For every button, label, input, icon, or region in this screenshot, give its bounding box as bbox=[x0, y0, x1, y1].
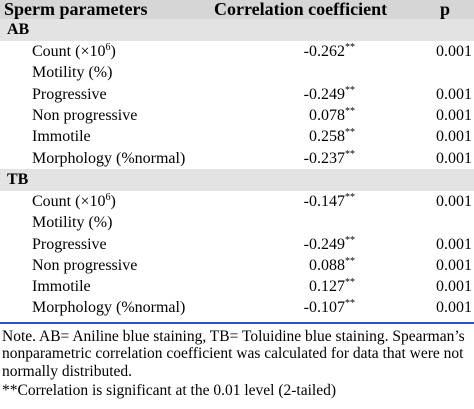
p-value bbox=[359, 212, 474, 233]
parameter-name: Non progressive bbox=[32, 107, 138, 125]
significance-marker: ** bbox=[345, 255, 355, 267]
table-row: Count (×106) -0.262** 0.001 bbox=[0, 41, 474, 62]
header-correlation-coefficient: Correlation coefficient bbox=[214, 0, 388, 19]
parameter-name: Motility (%) bbox=[32, 214, 113, 232]
correlation-table: Sperm parameters Correlation coefficient… bbox=[0, 0, 474, 319]
correlation-value: -0.249** bbox=[214, 233, 359, 254]
coefficient-number: -0.147 bbox=[303, 192, 345, 210]
p-value: 0.001 bbox=[436, 149, 472, 167]
correlation-value: -0.147** bbox=[214, 191, 359, 212]
coefficient-number: -0.262 bbox=[303, 43, 345, 61]
table-header-row: Sperm parameters Correlation coefficient… bbox=[0, 0, 474, 19]
significance-marker: ** bbox=[345, 298, 355, 310]
header-sperm-parameters: Sperm parameters bbox=[0, 0, 214, 19]
coefficient-number: -0.107 bbox=[303, 299, 345, 317]
parameter-name: Non progressive bbox=[32, 256, 138, 274]
p-value bbox=[359, 62, 474, 83]
group-row: TB bbox=[0, 168, 474, 191]
correlation-value: 0.088** bbox=[214, 255, 359, 276]
correlation-value bbox=[214, 62, 359, 83]
significance-marker: ** bbox=[345, 106, 355, 118]
parameter-name: Count (×106) bbox=[32, 191, 116, 210]
p-value: 0.001 bbox=[436, 128, 472, 146]
significance-marker: ** bbox=[345, 127, 355, 139]
correlation-value: 0.078** bbox=[214, 105, 359, 126]
table-row: Morphology (%normal) -0.107** 0.001 bbox=[0, 297, 474, 318]
significance-marker: ** bbox=[345, 234, 355, 246]
p-value: 0.001 bbox=[436, 107, 472, 125]
correlation-value: 0.258** bbox=[214, 126, 359, 147]
table-row: Non progressive 0.088** 0.001 bbox=[0, 255, 474, 276]
table-row: Motility (%) bbox=[0, 212, 474, 233]
parameter-name: Immotile bbox=[32, 128, 91, 146]
parameter-name: Immotile bbox=[32, 278, 91, 296]
correlation-value: -0.107** bbox=[214, 297, 359, 318]
p-value: 0.001 bbox=[436, 235, 472, 253]
table-row: Progressive -0.249** 0.001 bbox=[0, 84, 474, 105]
table-row: Morphology (%normal) -0.237** 0.001 bbox=[0, 147, 474, 168]
significance-marker: ** bbox=[345, 84, 355, 96]
group-row: AB bbox=[0, 19, 474, 41]
p-value: 0.001 bbox=[436, 256, 472, 274]
group-label: TB bbox=[0, 168, 474, 191]
table-row: Count (×106) -0.147** 0.001 bbox=[0, 191, 474, 212]
coefficient-number: 0.127 bbox=[309, 278, 345, 296]
significance-marker: ** bbox=[345, 191, 355, 203]
p-value: 0.001 bbox=[436, 299, 472, 317]
table-bottom-rule bbox=[0, 321, 474, 324]
coefficient-number: 0.088 bbox=[309, 256, 345, 274]
p-value: 0.001 bbox=[436, 85, 472, 103]
table-row: Motility (%) bbox=[0, 62, 474, 83]
group-label: AB bbox=[0, 19, 474, 41]
table-row: Immotile 0.258** 0.001 bbox=[0, 126, 474, 147]
parameter-name: Morphology (%normal) bbox=[32, 149, 186, 167]
correlation-value: -0.249** bbox=[214, 84, 359, 105]
significance-marker: ** bbox=[345, 42, 355, 54]
parameter-name: Count (×106) bbox=[32, 42, 116, 61]
p-value: 0.001 bbox=[436, 278, 472, 296]
p-value: 0.001 bbox=[436, 192, 472, 210]
coefficient-number: -0.249 bbox=[303, 235, 345, 253]
parameter-name: Motility (%) bbox=[32, 64, 113, 82]
parameter-name: Morphology (%normal) bbox=[32, 299, 186, 317]
coefficient-number: 0.258 bbox=[309, 128, 345, 146]
header-p: p bbox=[359, 0, 474, 19]
p-value: 0.001 bbox=[436, 43, 472, 61]
correlation-value bbox=[214, 212, 359, 233]
parameter-name: Progressive bbox=[32, 85, 107, 103]
table-body: AB Count (×106) -0.262** 0.001 Motility (%) P… bbox=[0, 19, 474, 319]
table-row: Non progressive 0.078** 0.001 bbox=[0, 105, 474, 126]
coefficient-number: -0.237 bbox=[303, 149, 345, 167]
table-row: Immotile 0.127** 0.001 bbox=[0, 276, 474, 297]
significance-marker: ** bbox=[345, 277, 355, 289]
parameter-name: Progressive bbox=[32, 235, 107, 253]
correlation-value: -0.262** bbox=[214, 41, 359, 62]
table-row: Progressive -0.249** 0.001 bbox=[0, 233, 474, 254]
correlation-value: -0.237** bbox=[214, 147, 359, 168]
significance-marker: ** bbox=[345, 148, 355, 160]
significance-note: **Correlation is significant at the 0.01… bbox=[2, 382, 337, 400]
coefficient-number: -0.249 bbox=[303, 85, 345, 103]
correlation-value: 0.127** bbox=[214, 276, 359, 297]
coefficient-number: 0.078 bbox=[309, 107, 345, 125]
table-note: Note. AB= Aniline blue staining, TB= Tol… bbox=[2, 327, 465, 380]
